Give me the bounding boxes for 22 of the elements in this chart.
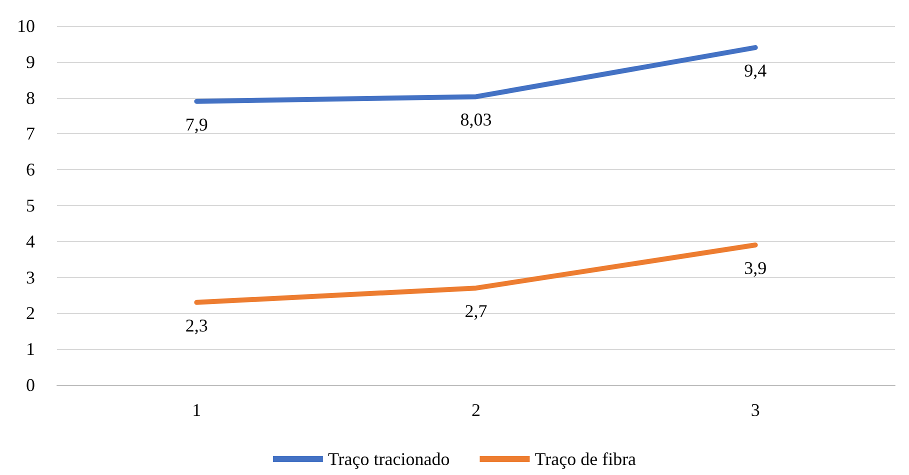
y-tick-label: 6 bbox=[26, 160, 35, 180]
y-tick-label: 3 bbox=[26, 267, 35, 288]
data-label: 3,9 bbox=[744, 258, 767, 278]
y-tick-label: 1 bbox=[26, 339, 35, 360]
x-tick-label: 1 bbox=[192, 400, 202, 420]
legend-label: Traço de fibra bbox=[534, 449, 636, 469]
y-tick-label: 4 bbox=[26, 231, 35, 252]
y-tick-label: 9 bbox=[26, 52, 35, 72]
y-tick-label: 0 bbox=[26, 375, 35, 395]
y-tick-label: 5 bbox=[26, 196, 35, 216]
data-label: 7,9 bbox=[185, 114, 208, 134]
data-label: 2,7 bbox=[464, 301, 488, 322]
y-tick-label: 8 bbox=[26, 88, 35, 108]
x-tick-label: 3 bbox=[750, 400, 760, 420]
data-label: 8,03 bbox=[460, 110, 492, 130]
data-label: 2,3 bbox=[185, 315, 208, 336]
y-tick-label: 7 bbox=[26, 124, 35, 144]
x-tick-label: 2 bbox=[472, 400, 480, 420]
y-tick-label: 10 bbox=[17, 16, 35, 36]
legend-label: Traço tracionado bbox=[328, 449, 450, 469]
y-tick-label: 2 bbox=[26, 303, 35, 324]
data-label: 9,4 bbox=[744, 60, 767, 81]
